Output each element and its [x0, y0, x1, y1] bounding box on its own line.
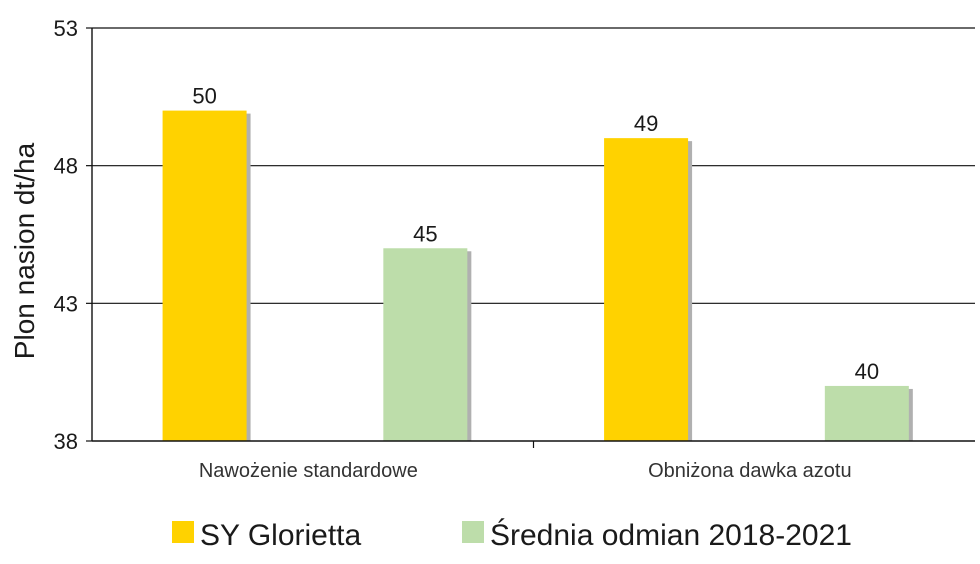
axes — [86, 27, 975, 448]
legend: SY Glorietta Średnia odmian 2018-2021 — [172, 518, 852, 552]
x-tick-label: Obniżona dawka azotu — [648, 460, 851, 482]
y-tick-label: 43 — [54, 291, 78, 316]
legend-label: SY Glorietta — [200, 519, 362, 552]
y-tick-label: 53 — [54, 16, 78, 41]
data-label: 45 — [413, 221, 437, 246]
x-tick-label: Nawożenie standardowe — [199, 460, 418, 482]
bars — [162, 110, 913, 441]
labels: 38 43 48 53 50 45 Nawożenie standardowe 49 40 Obn… — [54, 16, 880, 482]
data-label: 50 — [192, 84, 216, 109]
legend-swatch — [172, 521, 194, 543]
data-label: 49 — [634, 111, 658, 136]
legend-swatch — [462, 521, 484, 543]
data-label: 40 — [855, 359, 879, 384]
bar — [824, 385, 909, 441]
bar — [604, 138, 689, 441]
y-tick-label: 38 — [54, 429, 78, 454]
legend-label: Średnia odmian 2018-2021 — [490, 518, 852, 552]
bar — [162, 110, 247, 441]
bar — [383, 248, 468, 441]
y-axis-title: Plon nasion dt/ha — [9, 142, 40, 359]
y-tick-label: 48 — [54, 154, 78, 179]
